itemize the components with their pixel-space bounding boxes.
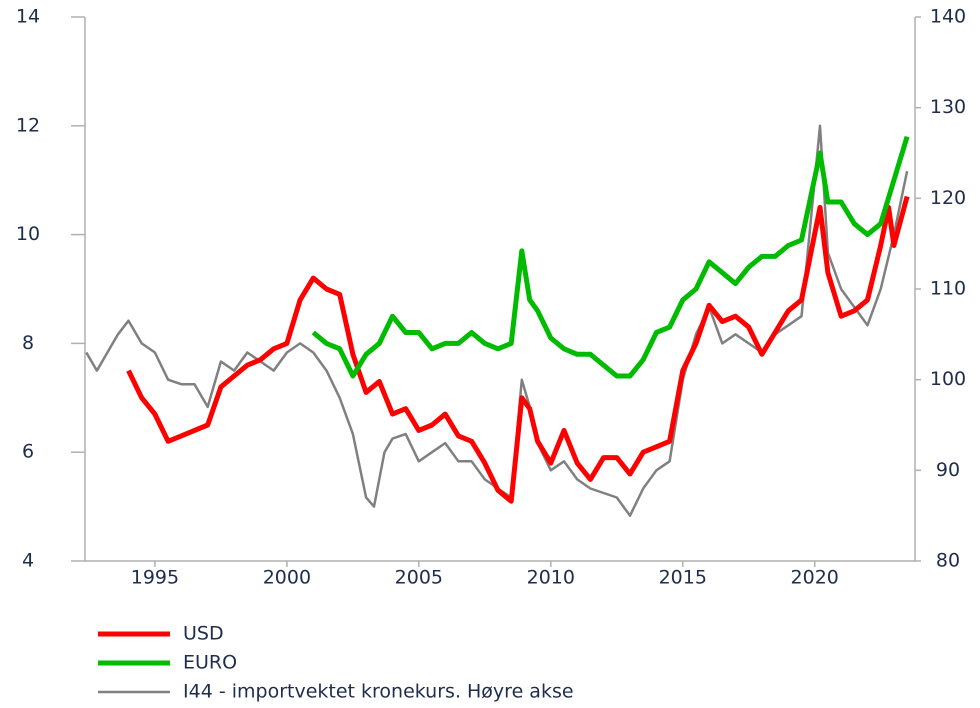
y2-tick-label: 100 <box>930 368 966 390</box>
legend-label: USD <box>183 623 224 645</box>
legend-label: EURO <box>183 652 237 674</box>
y2-tick-label: 140 <box>930 6 966 28</box>
x-tick-label: 2010 <box>527 567 575 589</box>
y2-tick-label: 90 <box>936 459 960 481</box>
y2-tick-label: 130 <box>930 96 966 118</box>
x-tick-label: 1995 <box>131 567 179 589</box>
y-tick-label: 10 <box>16 223 40 245</box>
y2-tick-label: 120 <box>930 187 966 209</box>
y-tick-label: 8 <box>22 332 34 354</box>
y2-tick-label: 80 <box>936 550 960 572</box>
series-line <box>311 135 910 379</box>
legend-label: I44 - importvektet kronekurs. Høyre akse <box>183 681 574 703</box>
y2-tick-label: 110 <box>930 278 966 300</box>
y-tick-label: 14 <box>16 6 40 28</box>
x-tick-label: 2000 <box>263 567 311 589</box>
y-tick-label: 12 <box>16 114 40 136</box>
x-tick-label: 2020 <box>791 567 839 589</box>
series-line <box>126 195 910 504</box>
x-tick-label: 2005 <box>395 567 443 589</box>
y-tick-label: 6 <box>22 441 34 463</box>
y-tick-label: 4 <box>22 550 34 572</box>
x-tick-label: 2015 <box>659 567 707 589</box>
